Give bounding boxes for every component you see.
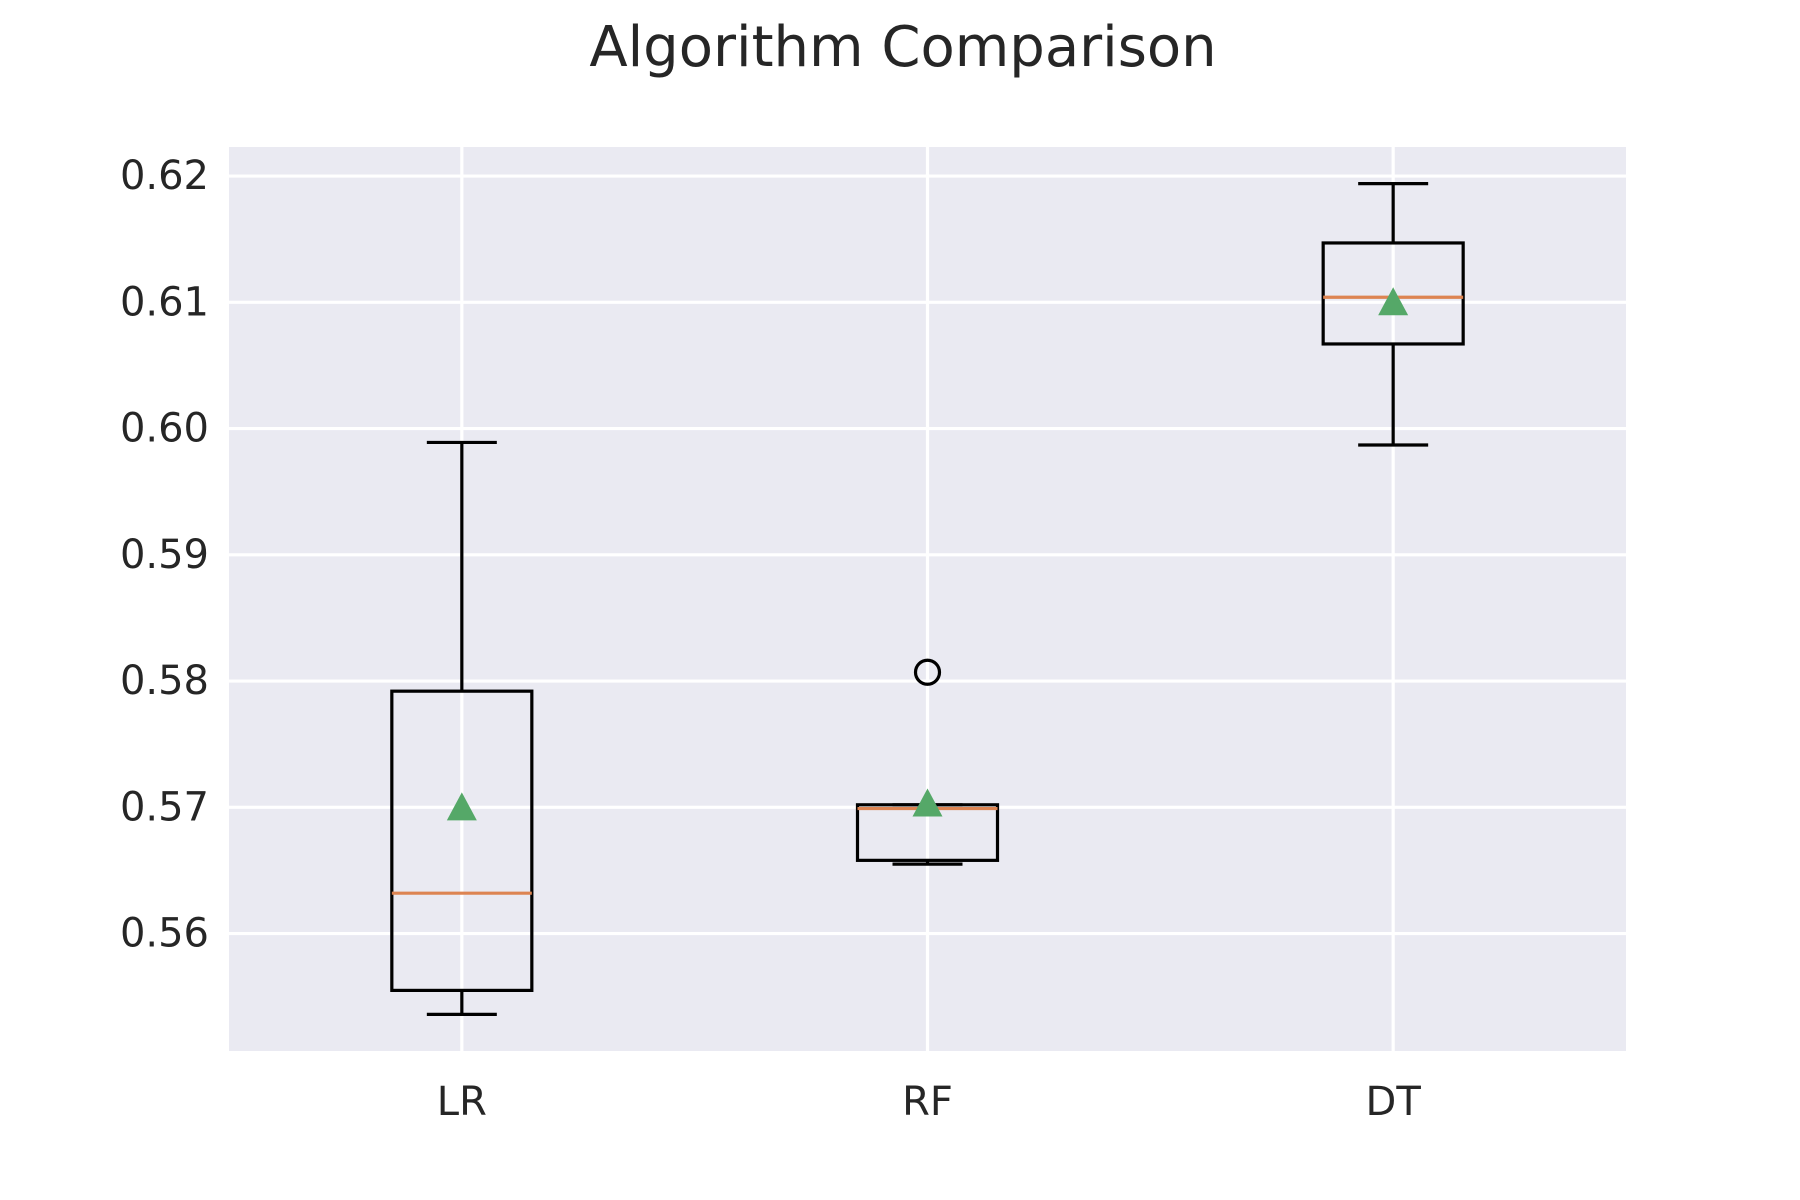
y-axis-tick-labels: 0.56 0.57 0.58 0.59 0.60 0.61 0.62 [120, 153, 209, 957]
y-tick-label: 0.61 [120, 279, 209, 325]
outlier-point [913, 658, 942, 686]
y-tick-label: 0.60 [120, 406, 209, 452]
mean-marker [1378, 287, 1409, 316]
x-tick-label: DT [1366, 1079, 1422, 1125]
y-tick-label: 0.58 [120, 658, 209, 704]
iqr-box [1321, 241, 1465, 346]
x-axis-tick-labels: LR RF DT [437, 1079, 1422, 1125]
y-tick-label: 0.57 [120, 784, 209, 830]
mean-marker [446, 792, 477, 821]
mean-marker [912, 788, 943, 817]
box-group-rf [855, 658, 1000, 866]
y-tick-label: 0.56 [120, 911, 209, 957]
box-layer [390, 182, 1465, 1016]
y-tick-label: 0.59 [120, 532, 209, 578]
box-group-dt [1321, 182, 1465, 447]
y-tick-label: 0.62 [120, 153, 209, 199]
iqr-box [390, 689, 534, 992]
x-tick-label: LR [437, 1079, 487, 1125]
box-group-lr [390, 440, 534, 1016]
x-tick-label: RF [902, 1079, 953, 1125]
chart-title: Algorithm Comparison [589, 15, 1216, 80]
